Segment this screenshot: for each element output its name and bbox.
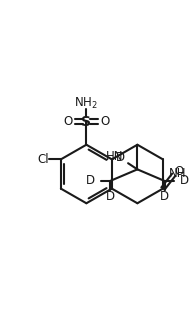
Text: O: O	[175, 165, 184, 178]
Text: D: D	[160, 190, 169, 203]
Text: D: D	[116, 150, 125, 164]
Text: D: D	[106, 190, 115, 203]
Text: Cl: Cl	[38, 153, 49, 166]
Text: O: O	[63, 115, 72, 128]
Text: D: D	[86, 174, 95, 187]
Text: NH$_2$: NH$_2$	[74, 95, 98, 111]
Text: S: S	[81, 115, 91, 129]
Text: NH: NH	[169, 167, 187, 181]
Text: D: D	[180, 174, 189, 187]
Text: HN: HN	[105, 150, 123, 163]
Text: O: O	[100, 115, 110, 128]
